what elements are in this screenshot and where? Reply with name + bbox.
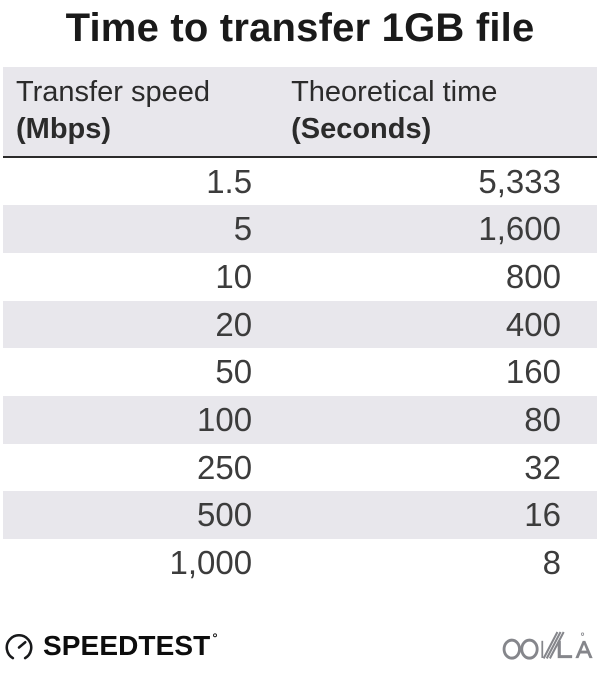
svg-text:SPEEDTEST: SPEEDTEST bbox=[43, 630, 210, 661]
